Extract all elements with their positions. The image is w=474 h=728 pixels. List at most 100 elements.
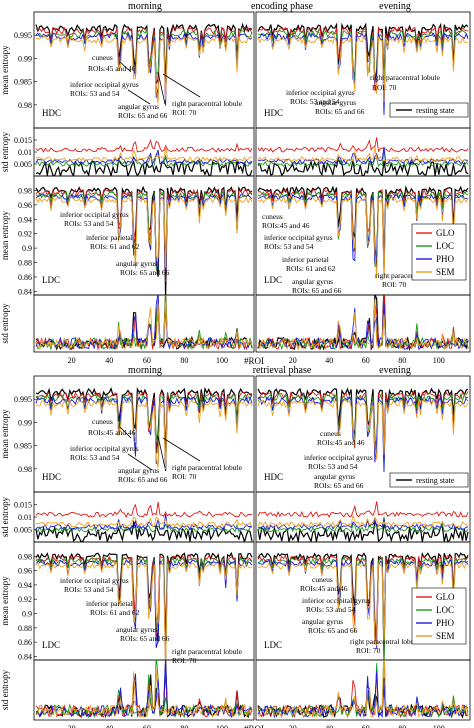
annotation-label: inferior occipital gyrus <box>264 233 333 242</box>
series-line-glo-hdc-mean <box>35 26 253 100</box>
series-line-resting-hdc-std <box>35 157 253 176</box>
phase-encoding: encoding phase morning evening 0.98 0.985 0.9… <box>0 1 471 366</box>
y-tick-label: 0.98 <box>18 101 32 110</box>
annotation-label: ROIs: 53 and 54 <box>70 89 120 98</box>
series-line-sem-ldc-mean <box>257 561 469 646</box>
x-tick-label: 60 <box>362 724 370 728</box>
session-title-morning: morning <box>128 365 162 376</box>
annotation-label: angular gyrus <box>315 98 356 107</box>
series-line-glo-hdc-mean <box>35 390 253 456</box>
x-tick-label: 100 <box>216 356 228 365</box>
annotation-label: right paracentral lobule <box>172 463 243 472</box>
series-line-loc-ldc-mean <box>257 556 469 660</box>
legend-groups: GLO LOC PHO SEM <box>411 587 467 645</box>
x-tick-label: 20 <box>68 724 76 728</box>
series-line-sem-ldc-mean <box>257 195 469 280</box>
series-line-sem-hdc-std <box>257 513 469 528</box>
panel-tag: HDC <box>42 472 61 482</box>
x-tick-label: 60 <box>143 356 151 365</box>
annotation-label: angular gyrus <box>302 617 343 626</box>
y-tick-label: 0.015 <box>14 136 32 145</box>
legend-label-loc: LOC <box>436 605 454 615</box>
annotation-label: inferior occipital gyrus <box>286 88 355 97</box>
annotation-label: inferior parietal <box>86 599 133 608</box>
series-line-loc-hdc-mean <box>257 28 469 83</box>
panel-hdc-std-evening <box>255 491 471 543</box>
y-tick-label: 0.96 <box>18 567 32 576</box>
annotation-label: ROIs:45 and 46 <box>88 64 136 73</box>
y-tick-label: 0.84 <box>18 287 32 296</box>
y-axis-label: std entropy <box>0 669 10 710</box>
legend-resting: resting state <box>389 472 469 488</box>
annotation-label: ROIs: 65 and 66 <box>118 475 168 484</box>
legend-label-pho: PHO <box>436 254 455 264</box>
y-tick-label: 0.99 <box>18 54 32 63</box>
annotation-label: angular gyrus <box>118 466 159 475</box>
legend-label-resting: resting state <box>416 476 455 485</box>
annotation-label: cuneus <box>92 417 113 426</box>
annotation-arrow <box>127 89 151 105</box>
x-tick-label: 40 <box>105 356 113 365</box>
panel-ldc-std-evening <box>255 659 471 721</box>
annotation-label: ROIs: 61 and 62 <box>286 264 336 273</box>
y-tick-label: 0.96 <box>18 201 32 210</box>
series-line-loc-ldc-mean <box>35 191 253 270</box>
annotation-label: inferior occipital gyrus <box>302 596 371 605</box>
panel-tag: LDC <box>264 275 282 285</box>
y-tick-label: 0.985 <box>14 78 32 87</box>
session-title-evening: evening <box>379 365 411 376</box>
panel-ldc-std-evening <box>255 294 471 353</box>
y-tick-label: 0.99 <box>18 418 32 427</box>
annotation-label: angular gyrus <box>118 102 159 111</box>
y-axis-label: std entropy <box>0 496 10 537</box>
legend-label-sem: SEM <box>436 631 455 641</box>
x-tick-label: 40 <box>325 724 333 728</box>
annotations-hdc: cuneus ROIs:45 and 46 inferior occipital g… <box>70 417 373 490</box>
series-line-resting-hdc-std <box>257 156 469 176</box>
annotation-label: ROIs:45 and 46 <box>317 438 365 447</box>
annotation-label: inferior occipital gyrus <box>70 444 139 453</box>
annotation-label: angular gyrus <box>116 259 157 268</box>
session-title-morning: morning <box>128 1 162 12</box>
y-tick-label: 0.9 <box>22 610 32 619</box>
annotation-label: ROI: 70 <box>382 280 407 289</box>
panel-tag: HDC <box>264 472 283 482</box>
annotation-arrow <box>119 426 132 439</box>
panel-tag: LDC <box>42 640 60 650</box>
phase-retrieval: retrieval phase morning evening 0.98 0.985 0.… <box>0 365 471 728</box>
series-line-pho-hdc-mean <box>35 395 253 466</box>
x-tick-label: 80 <box>180 724 188 728</box>
y-tick-label: 0.84 <box>18 652 32 661</box>
x-tick-label: 60 <box>362 356 370 365</box>
y-tick-label: 0.995 <box>14 395 32 404</box>
series-line-sem-ldc-mean <box>35 561 253 660</box>
x-axis-label: #ROI <box>244 724 264 728</box>
series-line-resting-ldc-std <box>257 295 469 352</box>
series-line-sem-hdc-std <box>35 516 253 528</box>
series-line-pho-ldc-mean <box>257 559 469 649</box>
x-tick-label: 20 <box>289 724 297 728</box>
panel-hdc-std-evening <box>255 127 471 177</box>
x-tick-label: 100 <box>216 724 228 728</box>
y-tick-label: 0.01 <box>18 513 32 522</box>
annotation-label: ROIs: 65 and 66 <box>118 111 168 120</box>
panel-hdc-std-morning <box>33 127 255 177</box>
series-line-glo-hdc-std <box>35 139 253 153</box>
y-tick-label: 0.86 <box>18 638 32 647</box>
annotation-label: ROIs: 53 and 54 <box>70 453 120 462</box>
legend-label-loc: LOC <box>436 241 454 251</box>
annotation-label: ROIs: 65 and 66 <box>120 268 170 277</box>
phase-title: encoding phase <box>251 1 313 12</box>
annotation-label: angular gyrus <box>116 625 157 634</box>
panel-ldc-mean-evening: LDC <box>255 541 471 661</box>
series-line-resting-hdc-std <box>257 521 469 542</box>
series-line-loc-hdc-mean <box>35 29 253 90</box>
annotation-label: ROIs:45 and 46 <box>88 428 136 437</box>
x-tick-label: 80 <box>180 356 188 365</box>
legend-resting: resting state <box>389 102 469 118</box>
y-tick-label: 0.005 <box>14 160 32 169</box>
